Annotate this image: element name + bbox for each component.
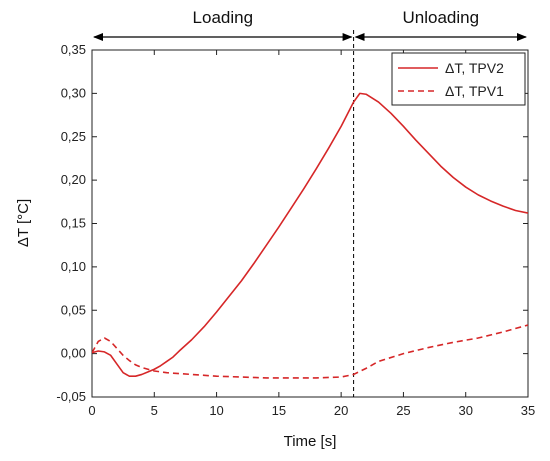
y-tick-label: 0,05 [61,302,86,317]
phase-label: Unloading [403,8,480,27]
x-tick-label: 25 [396,403,410,418]
y-tick-label: 0,20 [61,172,86,187]
y-tick-label: 0,35 [61,42,86,57]
x-tick-label: 35 [521,403,535,418]
y-tick-label: 0,30 [61,85,86,100]
x-tick-label: 30 [458,403,472,418]
x-axis-title: Time [s] [284,433,337,450]
legend-box [391,52,526,106]
y-tick-label: 0,10 [61,259,86,274]
x-tick-label: 15 [272,403,286,418]
legend: ΔT, TPV2 ΔT, TPV1 [391,52,526,106]
series-line [92,92,528,377]
y-tick-label: 0,15 [61,216,86,231]
axis-tick-labels: 0 5 10 15 20 25 30 35 -0,05 0,00 0,05 0,10 0,15 0,20 0… [56,42,535,418]
series-lines [92,92,528,379]
x-tick-label: 10 [209,403,223,418]
legend-label-tpv1: ΔT, TPV1 [445,83,504,99]
y-tick-label: 0,00 [61,346,86,361]
y-tick-label: 0,25 [61,129,86,144]
y-axis-title: ΔT [°C] [15,199,32,247]
legend-label-tpv2: ΔT, TPV2 [445,60,504,76]
phase-annotations: Loading Unloading [93,8,527,41]
phase-label: Loading [193,8,254,27]
x-tick-label: 20 [334,403,348,418]
x-tick-label: 0 [88,403,95,418]
x-tick-label: 5 [151,403,158,418]
series-line [92,324,528,379]
y-tick-label: -0,05 [56,389,86,404]
